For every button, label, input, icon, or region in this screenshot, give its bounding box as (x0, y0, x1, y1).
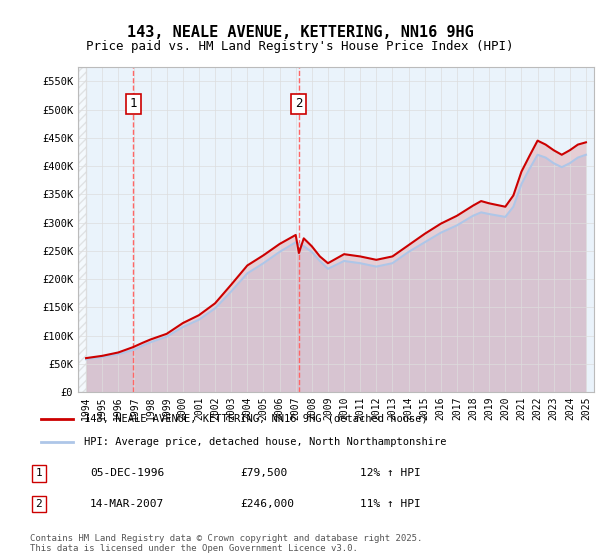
Text: 2: 2 (35, 499, 43, 509)
Text: 14-MAR-2007: 14-MAR-2007 (90, 499, 164, 509)
Text: 2: 2 (295, 97, 302, 110)
Text: 11% ↑ HPI: 11% ↑ HPI (360, 499, 421, 509)
Text: 143, NEALE AVENUE, KETTERING, NN16 9HG: 143, NEALE AVENUE, KETTERING, NN16 9HG (127, 25, 473, 40)
Text: 1: 1 (35, 468, 43, 478)
Text: Contains HM Land Registry data © Crown copyright and database right 2025.
This d: Contains HM Land Registry data © Crown c… (30, 534, 422, 553)
Text: 05-DEC-1996: 05-DEC-1996 (90, 468, 164, 478)
Text: £79,500: £79,500 (240, 468, 287, 478)
Text: HPI: Average price, detached house, North Northamptonshire: HPI: Average price, detached house, Nort… (84, 437, 446, 447)
Bar (78, 67, 86, 392)
Text: £246,000: £246,000 (240, 499, 294, 509)
Text: 12% ↑ HPI: 12% ↑ HPI (360, 468, 421, 478)
Text: Price paid vs. HM Land Registry's House Price Index (HPI): Price paid vs. HM Land Registry's House … (86, 40, 514, 53)
Text: 143, NEALE AVENUE, KETTERING, NN16 9HG (detached house): 143, NEALE AVENUE, KETTERING, NN16 9HG (… (84, 414, 428, 423)
Text: 1: 1 (130, 97, 137, 110)
